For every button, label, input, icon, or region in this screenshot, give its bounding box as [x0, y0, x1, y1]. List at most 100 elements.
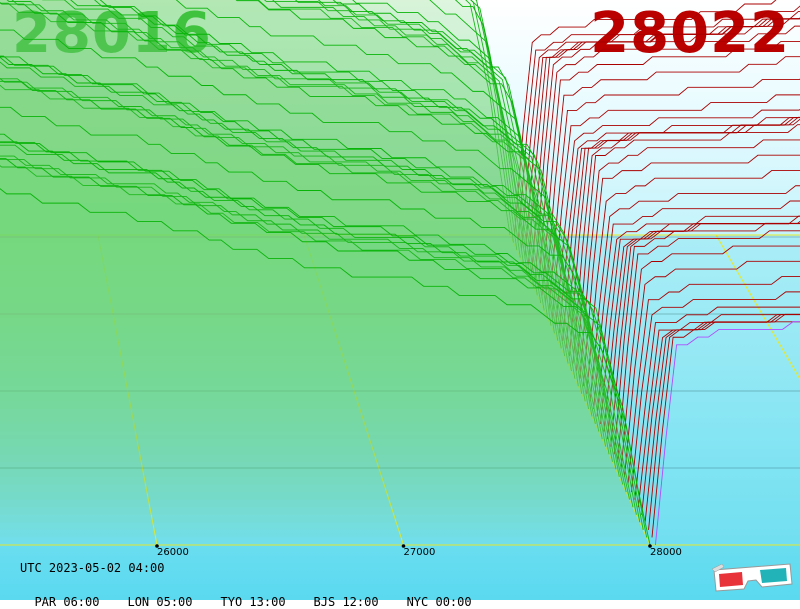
bid-area-snapshot: [0, 159, 627, 493]
clock-tyo: TYO 13:00: [220, 595, 286, 609]
ask-line-snapshot: [610, 222, 800, 447]
bid-line-snapshot: [0, 84, 600, 432]
3d-glasses-icon[interactable]: [710, 560, 794, 594]
bid-area-snapshot: [0, 0, 510, 235]
bid-area-snapshot: [0, 3, 569, 364]
clock-par: PAR 06:00: [34, 595, 100, 609]
bid-line-snapshot: [0, 77, 596, 425]
ask-line-snapshot: [617, 230, 800, 462]
bid-line-snapshot: [94, 0, 562, 349]
bid-area-snapshot: [0, 158, 647, 538]
bid-area-snapshot: [0, 2, 586, 402]
bid-line-snapshot: [237, 0, 538, 296]
clock-nyc: NYC 00:00: [406, 595, 472, 609]
bid-area-snapshot: [0, 78, 603, 440]
bid-area-snapshot: [0, 134, 640, 523]
ask-line-snapshot: [538, 25, 800, 288]
bid-area-snapshot: [0, 0, 514, 243]
bid-area-snapshot: [0, 57, 613, 462]
bid-line-snapshot: [0, 29, 589, 409]
x-tick-26000: [155, 544, 159, 548]
ask-line-snapshot: [627, 276, 800, 485]
ask-line-snapshot: [634, 306, 800, 500]
bid-line-snapshot: [0, 80, 617, 470]
bid-area-snapshot: [0, 0, 538, 296]
ask-line-snapshot: [586, 170, 800, 394]
bid-line-snapshot: [0, 141, 644, 530]
ask-line-snapshot: [551, 94, 800, 319]
ask-line-snapshot: [575, 124, 800, 372]
bid-line-snapshot: [272, 0, 542, 304]
ask-line-snapshot: [572, 118, 800, 364]
bid-line-snapshot: [0, 106, 620, 478]
ask-line-snapshot: [620, 245, 800, 470]
ask-line-snapshot: [534, 18, 800, 281]
bid-area-snapshot: [0, 0, 565, 356]
x-tick-28000: [648, 544, 652, 548]
ask-line-snapshot: [517, 5, 800, 243]
x-tick-label-26000: 26000: [157, 547, 189, 558]
bid-line-snapshot: [11, 0, 566, 357]
ask-price: 28022: [590, 1, 790, 66]
bid-line-snapshot: [0, 142, 624, 485]
timezone-clocks: PAR 06:00 LON 05:00 TYO 13:00 BJS 12:00 NYC …: [20, 581, 500, 609]
bid-area-snapshot: [0, 81, 616, 470]
bid-line-snapshot: [0, 56, 613, 462]
bid-area-snapshot: [0, 142, 623, 485]
ask-line-snapshot: [582, 154, 800, 387]
utc-time: UTC 2023-05-02 04:00: [20, 561, 165, 575]
ask-line-snapshot: [596, 215, 800, 417]
ask-line-snapshot: [579, 139, 800, 379]
bid-area-snapshot: [0, 56, 610, 455]
bid-area-snapshot: [0, 0, 558, 341]
bid-area-snapshot: [0, 0, 521, 258]
bid-area-snapshot: [0, 0, 524, 266]
ask-line-snapshot: [651, 321, 800, 538]
x-tick-label-27000: 27000: [404, 547, 436, 558]
bid-line-snapshot: [0, 56, 610, 455]
bid-area-snapshot: [0, 0, 575, 379]
ask-line-snapshot: [613, 222, 800, 455]
x-tick-label-28000: 28000: [650, 547, 682, 558]
floor-plane: [0, 235, 800, 545]
bid-area-snapshot: [0, 141, 644, 530]
ask-line-snapshot: [541, 40, 800, 296]
ask-line-snapshot: [520, 10, 800, 251]
bid-line-snapshot: [70, 0, 583, 394]
bid-line-snapshot: [0, 188, 651, 546]
x-tick-27000: [401, 544, 406, 548]
bid-line-snapshot: [0, 144, 637, 515]
axis-labels: 26000270002800029000300000.1k0.2k0.3k0.4…: [155, 544, 682, 558]
bid-line-snapshot: [99, 0, 579, 387]
bid-line-snapshot: [175, 0, 559, 341]
bid-line-snapshot: [6, 0, 572, 372]
ask-line-snapshot: [589, 185, 800, 402]
bid-area-snapshot: [0, 0, 548, 319]
bid-area-snapshot: [0, 156, 633, 508]
bid-area-snapshot: [0, 107, 620, 477]
ask-line-snapshot: [555, 108, 800, 326]
bid-line-snapshot: [332, 0, 549, 319]
bid-area-snapshot: [0, 0, 579, 387]
chart-floor: [0, 235, 800, 545]
bid-line-snapshot: [0, 61, 607, 447]
ask-line-snapshot: [624, 260, 800, 477]
bid-line-snapshot: [0, 2, 569, 364]
bid-line-snapshot: [0, 165, 630, 500]
clock-lon: LON 05:00: [127, 595, 193, 609]
ask-line-snapshot: [514, 0, 777, 236]
bid-line-snapshot: [0, 158, 648, 538]
grid-line-27000: [303, 234, 404, 546]
bid-line-snapshot: [0, 78, 603, 440]
bid-line-snapshot: [264, 0, 535, 288]
ask-line-snapshot: [548, 78, 800, 311]
bid-area-snapshot: [0, 62, 606, 447]
ask-line-snapshot: [545, 56, 800, 304]
bid-area-snapshot: [0, 0, 534, 288]
bid-line-snapshot: [42, 0, 576, 379]
bid-line-snapshot: [0, 133, 641, 523]
ask-line-snapshot: [654, 321, 800, 546]
bid-line-snapshot: [0, 158, 627, 493]
clock-bjs: BJS 12:00: [313, 595, 379, 609]
